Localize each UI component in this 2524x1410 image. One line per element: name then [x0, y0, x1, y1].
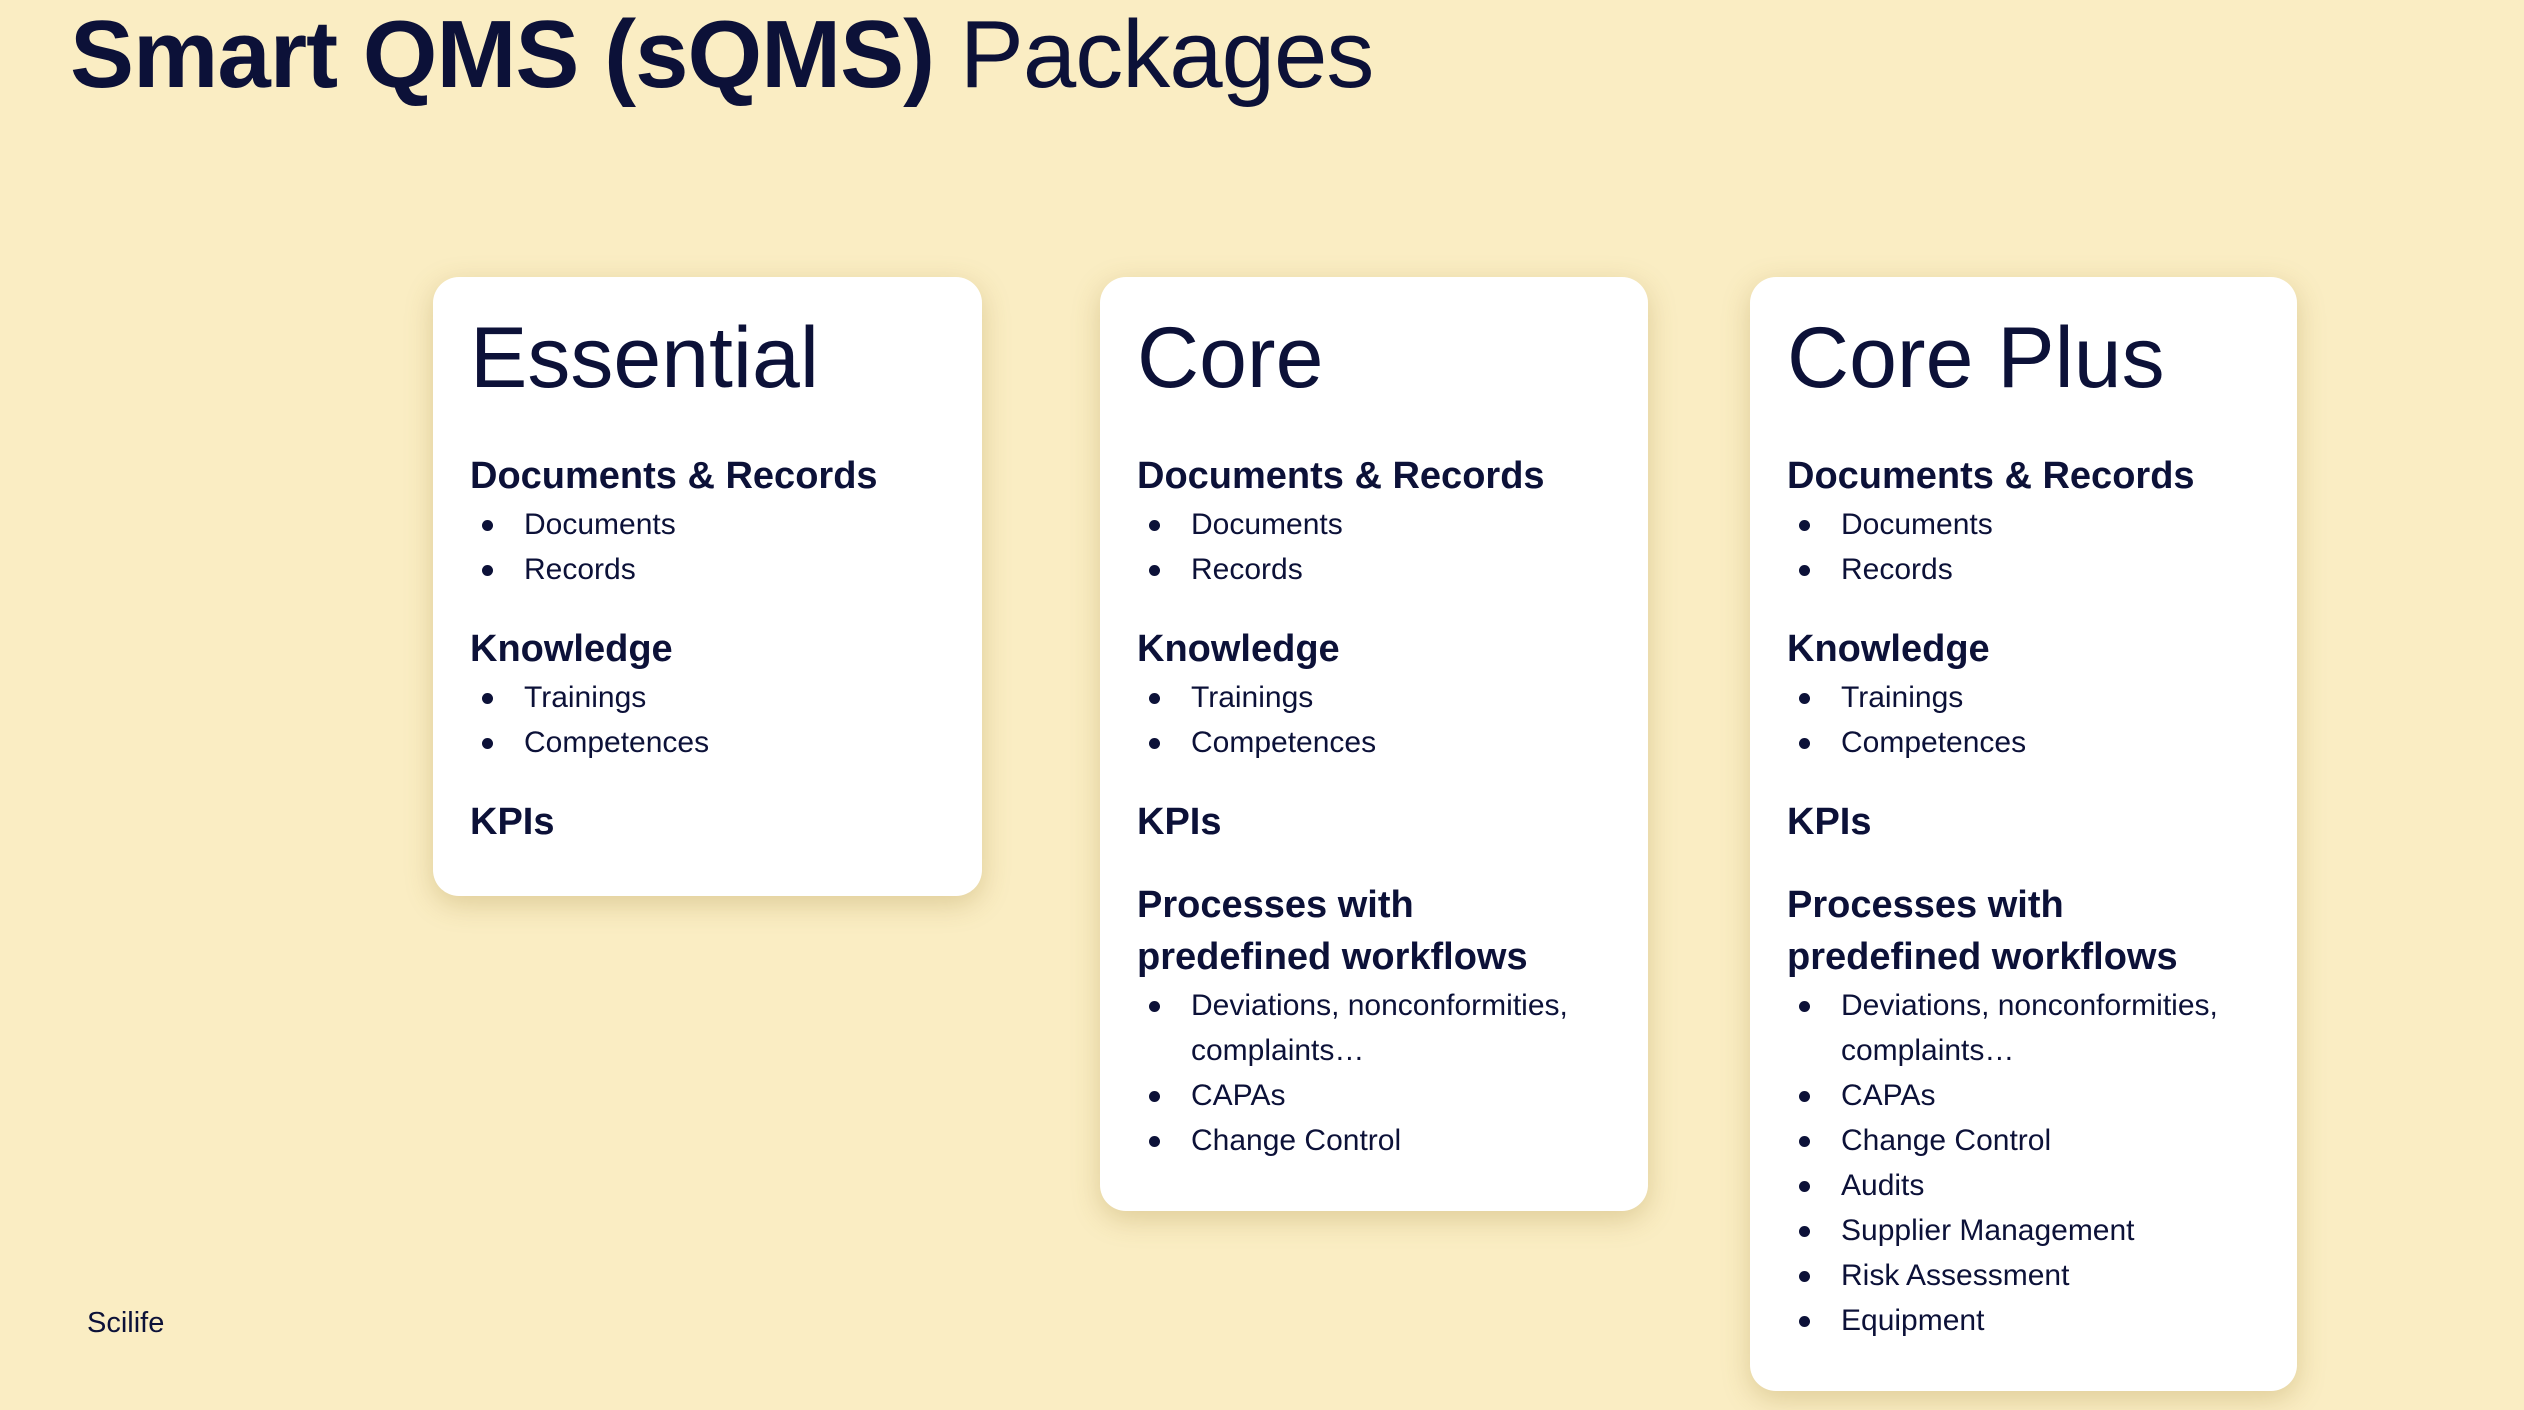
feature-section: Documents & Records Documents Records [1137, 450, 1611, 592]
feature-item: Deviations, nonconformities, complaints… [1137, 983, 1611, 1073]
feature-item: Trainings [470, 675, 945, 720]
package-name: Essential [470, 310, 819, 406]
section-heading: Documents & Records [470, 455, 878, 497]
section-heading: KPIs [470, 801, 555, 843]
feature-item: Deviations, nonconformities, complaints… [1787, 983, 2260, 1073]
package-name: Core Plus [1787, 310, 2165, 406]
feature-item: Risk Assessment [1787, 1253, 2260, 1298]
feature-item: Trainings [1787, 675, 2260, 720]
feature-item: Documents [1787, 502, 2260, 547]
feature-item: Documents [470, 502, 945, 547]
feature-list: Trainings Competences [1137, 675, 1611, 765]
feature-list: Documents Records [1787, 502, 2260, 592]
feature-item: Competences [470, 720, 945, 765]
page-title: Smart QMS (sQMS) Packages [70, 0, 1375, 110]
section-heading: Documents & Records [1787, 455, 2195, 497]
page-title-light: Packages [959, 1, 1375, 108]
feature-item: Change Control [1787, 1118, 2260, 1163]
feature-item: Records [1137, 547, 1611, 592]
feature-item: Trainings [1137, 675, 1611, 720]
feature-item: CAPAs [1137, 1073, 1611, 1118]
section-heading: KPIs [1787, 801, 1872, 843]
feature-item: Competences [1787, 720, 2260, 765]
feature-item: Competences [1137, 720, 1611, 765]
feature-list: Documents Records [1137, 502, 1611, 592]
section-heading: KPIs [1137, 801, 1222, 843]
feature-item: CAPAs [1787, 1073, 2260, 1118]
section-heading: Documents & Records [1137, 455, 1545, 497]
footer-brand: Scilife [87, 1307, 165, 1339]
feature-section: Documents & Records Documents Records [1787, 450, 2260, 592]
package-card-core: Core Documents & Records Documents Records… [1100, 277, 1648, 1211]
section-heading: Knowledge [470, 628, 673, 670]
feature-section: Knowledge Trainings Competences [1787, 623, 2260, 765]
feature-section: KPIs [470, 796, 945, 848]
feature-item: Documents [1137, 502, 1611, 547]
feature-section: Processes with predefined workflows Devia… [1787, 879, 2260, 1343]
feature-section: KPIs [1137, 796, 1611, 848]
feature-section: Documents & Records Documents Records [470, 450, 945, 592]
feature-item: Records [470, 547, 945, 592]
feature-item: Change Control [1137, 1118, 1611, 1163]
package-card-essential: Essential Documents & Records Documents Re… [433, 277, 982, 896]
section-heading: Processes with predefined workflows [1787, 884, 2178, 978]
feature-list: Trainings Competences [1787, 675, 2260, 765]
feature-item: Records [1787, 547, 2260, 592]
feature-list: Trainings Competences [470, 675, 945, 765]
feature-list: Deviations, nonconformities, complaints…… [1137, 983, 1611, 1163]
feature-section: Knowledge Trainings Competences [1137, 623, 1611, 765]
feature-section: Knowledge Trainings Competences [470, 623, 945, 765]
section-heading: Processes with predefined workflows [1137, 884, 1528, 978]
section-heading: Knowledge [1787, 628, 1990, 670]
section-heading: Knowledge [1137, 628, 1340, 670]
feature-item: Equipment [1787, 1298, 2260, 1343]
package-card-core-plus: Core Plus Documents & Records Documents Re… [1750, 277, 2297, 1391]
feature-list: Documents Records [470, 502, 945, 592]
page-title-bold: Smart QMS (sQMS) [70, 1, 935, 108]
feature-section: KPIs [1787, 796, 2260, 848]
feature-list: Deviations, nonconformities, complaints…… [1787, 983, 2260, 1343]
feature-item: Supplier Management [1787, 1208, 2260, 1253]
feature-section: Processes with predefined workflows Devia… [1137, 879, 1611, 1163]
package-name: Core [1137, 310, 1324, 406]
feature-item: Audits [1787, 1163, 2260, 1208]
